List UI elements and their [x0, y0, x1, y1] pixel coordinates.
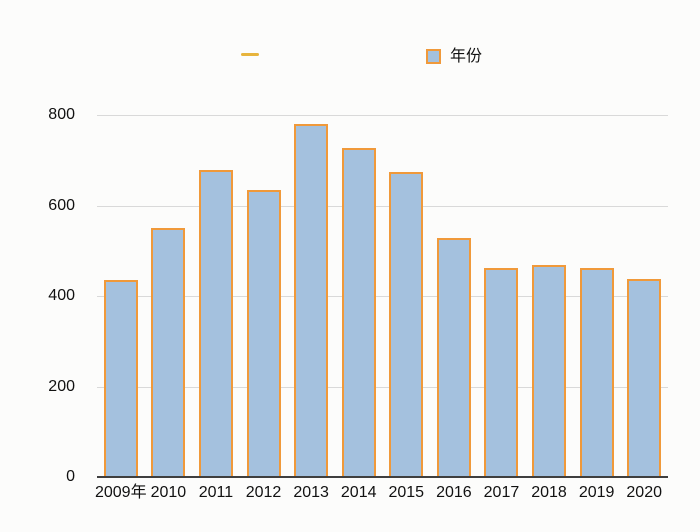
line-series-dash-icon	[241, 53, 259, 56]
bar-2020[interactable]	[627, 278, 662, 477]
y-tick-label: 200	[48, 377, 75, 395]
bar-2019[interactable]	[579, 267, 614, 477]
bar-2016[interactable]	[436, 238, 471, 477]
legend-item-line-series[interactable]	[235, 44, 265, 66]
bar-series-swatch-icon	[426, 49, 441, 64]
bar-2011[interactable]	[198, 170, 233, 477]
bar-2018[interactable]	[532, 265, 567, 477]
y-tick-label: 0	[66, 468, 75, 485]
bar-2010[interactable]	[151, 228, 186, 477]
y-tick-label: 600	[48, 196, 75, 214]
plot-area	[97, 115, 668, 478]
x-axis-label: 2020	[626, 484, 662, 501]
bar-2009年[interactable]	[103, 280, 138, 477]
gridline-800	[97, 115, 668, 116]
x-axis-label: 2017	[483, 484, 520, 501]
x-axis-label: 2016	[436, 484, 472, 501]
gridline-200	[97, 386, 668, 388]
x-axis-line	[97, 476, 668, 478]
bar-2012[interactable]	[246, 189, 281, 477]
bar-2015[interactable]	[389, 171, 424, 477]
x-axis-label: 2014	[340, 484, 377, 501]
legend-item-bar-series[interactable]: 年份	[420, 42, 492, 68]
x-axis-label: 2018	[531, 484, 567, 501]
gridline-400	[97, 296, 668, 297]
bar-2013[interactable]	[294, 124, 329, 477]
x-axis-label: 2012	[245, 484, 282, 501]
legend-label: 年份	[450, 48, 483, 65]
x-axis-label: 2011	[198, 484, 234, 501]
x-axis-label: 2009年	[94, 484, 147, 501]
y-tick-label: 400	[48, 287, 75, 304]
x-axis-label: 2015	[388, 484, 425, 501]
x-axis-label: 2013	[293, 484, 329, 501]
bar-2017[interactable]	[484, 267, 519, 477]
bar-2014[interactable]	[341, 147, 376, 477]
x-axis-label: 2019	[578, 484, 615, 501]
gridline-600	[97, 205, 668, 207]
x-axis-label: 2010	[150, 484, 187, 501]
y-tick-label: 800	[48, 106, 75, 123]
